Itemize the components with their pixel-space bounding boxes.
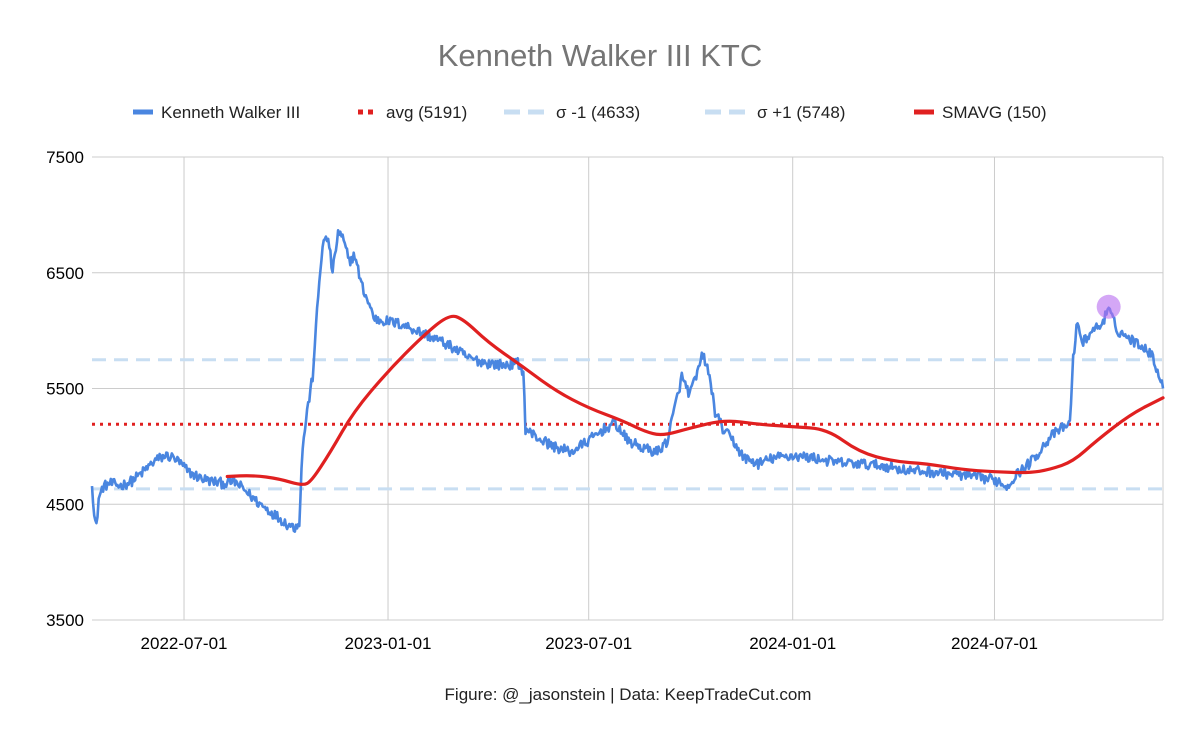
- series: [90, 229, 1165, 533]
- legend-item: σ -1 (4633): [504, 103, 640, 122]
- legend-item: Kenneth Walker III: [133, 103, 300, 122]
- player-value-line: [90, 229, 1165, 533]
- chart-title: Kenneth Walker III KTC: [438, 38, 762, 73]
- y-tick-label: 7500: [46, 148, 84, 167]
- axes: 7500 6500 5500 4500 3500 2022-07-01 2023-01-01…: [46, 148, 1038, 653]
- y-tick-label: 6500: [46, 264, 84, 283]
- sma-line: [225, 314, 1165, 486]
- y-tick-label: 4500: [46, 495, 84, 514]
- x-tick-label: 2023-01-01: [345, 634, 432, 653]
- peak-highlight-marker: [1096, 294, 1121, 319]
- legend: Kenneth Walker III avg (5191) σ -1 (4633) σ…: [133, 103, 1047, 122]
- x-tick-label: 2024-07-01: [951, 634, 1038, 653]
- grid: [92, 156, 1164, 621]
- y-tick-label: 3500: [46, 611, 84, 630]
- legend-item: σ +1 (5748): [705, 103, 845, 122]
- legend-label: σ -1 (4633): [556, 103, 640, 122]
- legend-label: σ +1 (5748): [757, 103, 845, 122]
- x-tick-label: 2024-01-01: [749, 634, 836, 653]
- legend-label: SMAVG (150): [942, 103, 1047, 122]
- legend-label: avg (5191): [386, 103, 467, 122]
- reference-lines: [92, 358, 1163, 491]
- legend-label: Kenneth Walker III: [161, 103, 300, 122]
- x-tick-label: 2023-07-01: [545, 634, 632, 653]
- y-tick-label: 5500: [46, 380, 84, 399]
- legend-item: SMAVG (150): [914, 103, 1047, 122]
- figure-credit: Figure: @_jasonstein | Data: KeepTradeCu…: [445, 685, 812, 704]
- x-tick-label: 2022-07-01: [141, 634, 228, 653]
- legend-item: avg (5191): [358, 103, 467, 122]
